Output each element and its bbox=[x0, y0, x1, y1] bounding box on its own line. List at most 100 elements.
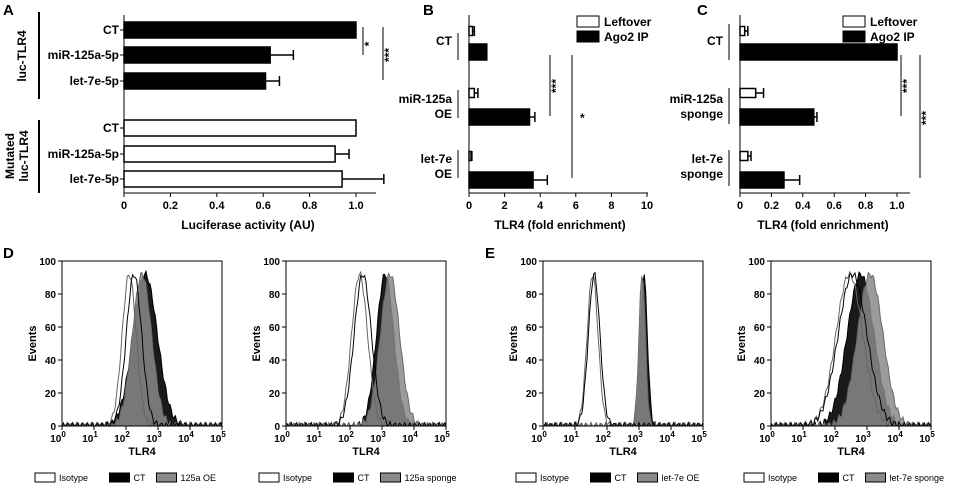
y-tick-label: 100 bbox=[39, 257, 56, 268]
y-tick-label: 0 bbox=[274, 422, 280, 433]
bar-ago2-ip-1 bbox=[468, 108, 531, 126]
panel-b-x-tick-label: 6 bbox=[573, 200, 579, 212]
legend-swatch bbox=[380, 472, 401, 483]
plot-frame bbox=[542, 260, 704, 427]
panel-label-d: D bbox=[3, 245, 14, 262]
panel-b-cat-mir125a-2: OE bbox=[435, 107, 452, 121]
legend-swatch bbox=[109, 472, 130, 483]
x-tick-label: 100 bbox=[274, 430, 290, 445]
category-label: CT bbox=[103, 23, 120, 37]
x-tick-label: 100 bbox=[50, 430, 66, 445]
panel-label-e: E bbox=[485, 245, 495, 262]
panel-b-chart: 0 2 4 6 8 10 TLR4 (fold enrichment) CT miR-12… bbox=[399, 15, 653, 232]
y-axis-label: Events bbox=[27, 325, 39, 361]
y-tick-label: 0 bbox=[759, 422, 765, 433]
y-tick-label: 20 bbox=[526, 389, 538, 400]
panel-a-chart: CT miR-125a-5p let-7e-5p CT miR-125a-5p let-7… bbox=[3, 12, 396, 232]
y-tick-label: 60 bbox=[526, 323, 538, 334]
bar-1 bbox=[123, 46, 271, 64]
bar-ago2-ip-2 bbox=[739, 171, 785, 189]
x-tick-label: 103 bbox=[855, 430, 871, 445]
x-tick-label: 104 bbox=[402, 430, 418, 445]
bar-leftover-0 bbox=[739, 25, 746, 37]
y-tick-label: 100 bbox=[263, 257, 280, 268]
x-axis-label: TLR4 bbox=[837, 446, 865, 458]
histogram-isotype bbox=[542, 275, 704, 427]
panel-b-x-tick-label: 2 bbox=[502, 200, 508, 212]
y-tick-label: 80 bbox=[526, 290, 538, 301]
panel-b-x-tick-label: 4 bbox=[537, 200, 544, 212]
y-tick-label: 80 bbox=[754, 290, 766, 301]
panel-c-x-tick-label: 0.4 bbox=[795, 200, 811, 212]
category-label: miR-125a-5p bbox=[48, 48, 119, 62]
group-label-mutated: Mutated bbox=[3, 133, 17, 179]
y-tick-label: 60 bbox=[45, 323, 57, 334]
panel-c-sig-star-1: *** bbox=[900, 79, 914, 93]
x-tick-label: 102 bbox=[114, 430, 130, 445]
panel-c-chart: 0 0.2 0.4 0.6 0.8 1.0 TLR4 (fold enrichment) … bbox=[670, 15, 933, 232]
y-axis-label: Events bbox=[251, 325, 263, 361]
panel-b-x-tick-label: 0 bbox=[466, 200, 472, 212]
x-tick-label: 105 bbox=[919, 430, 935, 445]
y-tick-label: 40 bbox=[754, 356, 766, 367]
x-tick-label: 105 bbox=[210, 430, 226, 445]
panel-c-xlabel: TLR4 (fold enrichment) bbox=[757, 218, 888, 232]
legend-label: let-7e OE bbox=[662, 473, 700, 483]
legend-label: Isotype bbox=[283, 473, 312, 483]
panel-c-legend-swatch-ago2 bbox=[842, 30, 866, 43]
bar-ago2-ip-1 bbox=[739, 108, 815, 126]
histogram-d1: 0 20 40 60 80 100 100 101 102 103 104 105 TLR4 Events… bbox=[27, 257, 226, 483]
x-tick-label: 102 bbox=[595, 430, 611, 445]
panel-c-legend-leftover: Leftover bbox=[870, 15, 918, 29]
histogram-isotype bbox=[285, 274, 447, 428]
panel-c-legend-swatch-leftover bbox=[842, 15, 866, 28]
category-label: CT bbox=[103, 121, 120, 135]
x-tick-label: 105 bbox=[434, 430, 450, 445]
bar-2 bbox=[123, 72, 267, 90]
panel-b-legend-swatch-ago2 bbox=[576, 30, 600, 43]
x-tick-label: 101 bbox=[791, 430, 807, 445]
legend-swatch bbox=[637, 472, 658, 483]
panel-label-b: B bbox=[423, 2, 434, 19]
legend-swatch bbox=[34, 472, 56, 483]
histogram-ct bbox=[543, 274, 703, 427]
x-tick-label: 103 bbox=[627, 430, 643, 445]
panel-b-xlabel: TLR4 (fold enrichment) bbox=[494, 218, 625, 232]
panel-b-legend-swatch-leftover bbox=[576, 15, 600, 28]
legend-swatch bbox=[865, 472, 886, 483]
x-tick-label: 101 bbox=[82, 430, 98, 445]
panel-a-x-tick-label: 1.0 bbox=[348, 200, 363, 212]
legend-swatch bbox=[156, 472, 177, 483]
y-tick-label: 20 bbox=[754, 389, 766, 400]
panel-b-cat-let7e-2: OE bbox=[435, 167, 452, 181]
legend-swatch bbox=[515, 472, 537, 483]
x-tick-label: 105 bbox=[691, 430, 707, 445]
bar-0 bbox=[123, 21, 357, 39]
histogram-125a-sponge bbox=[286, 272, 447, 427]
panel-a-xlabel: Luciferase activity (AU) bbox=[181, 218, 314, 232]
x-tick-label: 103 bbox=[146, 430, 162, 445]
category-label: let-7e-5p bbox=[70, 74, 119, 88]
histogram-e1: 0 20 40 60 80 100 100 101 102 103 104 105 TLR4 Events… bbox=[508, 257, 707, 483]
panel-label-a: A bbox=[3, 2, 14, 19]
legend-label: 125a OE bbox=[181, 473, 217, 483]
panel-a-x-tick-label: 0 bbox=[121, 200, 127, 212]
panel-b-cat-ct: CT bbox=[436, 34, 453, 48]
panel-c-x-tick-label: 0.8 bbox=[858, 200, 873, 212]
y-tick-label: 100 bbox=[748, 257, 765, 268]
panel-a-x-tick-label: 0.6 bbox=[256, 200, 271, 212]
legend-label: 125a sponge bbox=[405, 473, 457, 483]
bar-ago2-ip-0 bbox=[468, 43, 488, 61]
x-axis-label: TLR4 bbox=[352, 446, 380, 458]
legend-swatch bbox=[743, 472, 765, 483]
legend-label: CT bbox=[134, 473, 146, 483]
panel-c-x-tick-label: 1.0 bbox=[889, 200, 904, 212]
panel-a-x-tick-label: 0.8 bbox=[302, 200, 317, 212]
panel-c-cat-let7e-2: sponge bbox=[680, 167, 723, 181]
panel-c-cat-mir125a: miR-125a bbox=[670, 92, 724, 106]
panel-b-cat-let7e: let-7e bbox=[421, 152, 453, 166]
bar-leftover-0 bbox=[468, 25, 474, 37]
panel-b-x-tick-label: 8 bbox=[608, 200, 614, 212]
panel-label-c: C bbox=[697, 2, 708, 19]
